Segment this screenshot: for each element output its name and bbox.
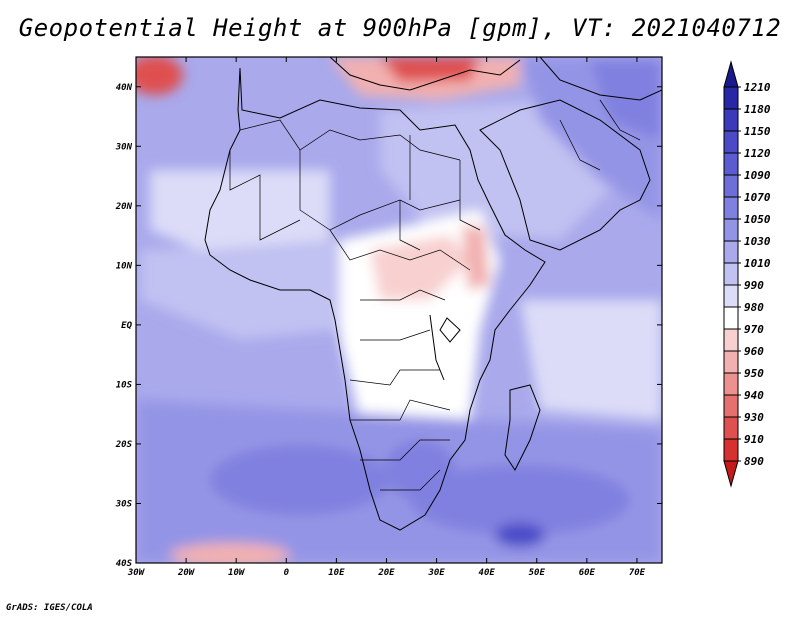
colorbar-label: 1090 [744,169,771,182]
colorbar-segment [723,416,739,440]
credit-text: GrADS: IGES/COLA [6,603,93,613]
lat-tick-label: 10N [116,261,133,271]
colorbar-label: 1180 [744,103,771,116]
colorbar-label: 1120 [744,147,771,160]
colorbar-segment [723,130,739,154]
colorbar-label: 1010 [744,257,771,270]
colorbar-label: 990 [744,279,764,292]
colorbar-bottom-arrow [723,460,739,488]
lake-tanganyika [429,314,445,381]
colorbar-segment [723,262,739,286]
height-field [136,57,662,563]
colorbar-label: 910 [744,433,764,446]
lat-tick-label: 40S [116,559,133,569]
colorbar-segment [723,86,739,110]
colorbar-segment [723,196,739,220]
colorbar-label: 930 [744,411,764,424]
colorbar-segment [723,240,739,264]
colorbar-label: 980 [744,301,764,314]
lat-tick-label: 30N [115,142,133,152]
lake-victoria [439,317,461,343]
colorbar-label: 950 [744,367,764,380]
lon-tick-label: 60E [579,568,596,578]
colorbar-label: 1210 [744,81,771,94]
colorbar-segment [723,108,739,132]
lat-tick-label: 20S [115,440,133,450]
map-axes: 30W 20W 10W 0 10E 20E 30E 40E 50E 60E 70E 40N 30N 20N… [115,57,662,578]
lon-tick-label: 10W [228,568,246,578]
colorbar-label: 1150 [744,125,771,138]
colorbar-top-arrow [723,60,739,88]
colorbar-label: 1050 [744,213,771,226]
lon-tick-label: 20W [177,568,196,578]
madagascar-coast [504,384,541,471]
colorbar-label: 940 [744,389,764,402]
colorbar-label: 890 [744,455,764,468]
lon-tick-label: 40E [479,568,496,578]
colorbar-segment [723,372,739,396]
lon-tick-label: 10E [328,568,345,578]
colorbar-segment [723,394,739,418]
colorbar-segment [723,350,739,374]
lon-tick-label: 0 [284,568,290,578]
lon-tick-label: 30W [127,568,146,578]
lat-tick-label: 20N [115,202,133,212]
lon-tick-label: 30E [427,568,445,578]
lat-tick-label: 40N [116,83,133,93]
colorbar-segment [723,174,739,198]
colorbar-segment [723,438,739,462]
colorbar: 1210 1180 1150 1120 1090 1070 1050 1030 1010 990 9… [723,60,771,488]
lon-tick-label: 50E [529,568,546,578]
colorbar-segment [723,218,739,242]
lat-tick-label: 10S [116,380,133,390]
colorbar-label: 960 [744,345,764,358]
colorbar-segment [723,328,739,352]
colorbar-label: 1070 [744,191,771,204]
colorbar-segment [723,306,739,330]
lon-tick-label: 20E [377,568,395,578]
map-frame [135,56,663,564]
coastlines [204,57,662,531]
colorbar-label: 1030 [744,235,771,248]
chart-title: Geopotential Height at 900hPa [gpm], VT:… [18,14,782,42]
colorbar-segment [723,284,739,308]
colorbar-segment [723,152,739,176]
lon-tick-label: 70E [629,568,646,578]
lat-tick-label: EQ [121,321,132,331]
lat-tick-label: 30S [115,499,133,509]
country-borders [229,99,641,491]
colorbar-label: 970 [744,323,764,336]
